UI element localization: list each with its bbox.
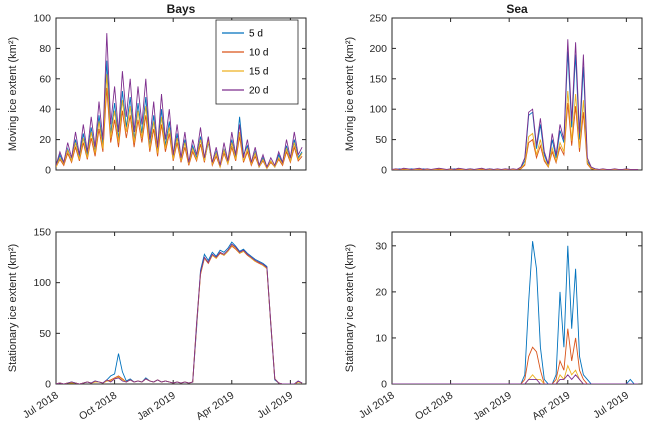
x-tick-label: Apr 2019 — [194, 389, 236, 422]
subplot-bays-stationary: 0 50 100 150 Jul 2018 Oct 2018 Jan 2019 Apr 201… — [21, 227, 307, 423]
plot-box — [55, 231, 307, 385]
legend-label: 20 d — [249, 86, 268, 97]
series-20d — [392, 39, 639, 170]
x-tick-label: Jul 2018 — [21, 389, 61, 421]
title-bays: Bays — [166, 2, 196, 16]
x-tick-label: Jul 2018 — [357, 389, 397, 421]
y-tick-label: 10 — [375, 332, 387, 344]
y-tick-label: 0 — [45, 379, 51, 391]
legend-label: 10 d — [249, 48, 268, 59]
series-20d — [56, 243, 303, 384]
series-15d — [56, 74, 303, 170]
y-tick-label: 150 — [369, 73, 387, 85]
y-tick-label: 20 — [375, 286, 387, 298]
y-tick-label: 80 — [39, 43, 51, 55]
title-sea: Sea — [506, 2, 528, 16]
series-20d — [56, 33, 303, 169]
x-tick-label: Jan 2019 — [135, 389, 178, 423]
y-tick-label: 250 — [369, 13, 387, 25]
x-tick-label: Jul 2019 — [255, 389, 295, 421]
x-tick-label: Jul 2019 — [591, 389, 631, 421]
series-group — [56, 33, 303, 170]
legend-label: 15 d — [249, 67, 268, 78]
subplot-sea-stationary: 0 10 20 30 Jul 2018 Oct 2018 Jan 2019 Apr 2019 J… — [357, 231, 643, 423]
x-tick-label: Oct 2018 — [413, 389, 455, 422]
subplot-bays-moving: 0 20 40 60 80 100 5 d 10 d 15 d 20 d — [33, 13, 307, 177]
y-tick-label: 200 — [369, 43, 387, 55]
y-tick-label: 50 — [375, 134, 387, 146]
series-group — [392, 39, 639, 170]
x-tick-label: Oct 2018 — [77, 389, 119, 422]
legend-label: 5 d — [249, 29, 263, 40]
y-tick-label: 100 — [33, 277, 51, 289]
x-tick-label: Jan 2019 — [471, 389, 514, 423]
plot-box — [391, 17, 643, 171]
x-tick-label: Apr 2019 — [530, 389, 572, 422]
y-tick-label: 60 — [39, 73, 51, 85]
y-tick-label: 0 — [45, 165, 51, 177]
y-tick-label: 100 — [369, 104, 387, 116]
y-tick-label: 150 — [33, 227, 51, 239]
y-tick-label: 20 — [39, 134, 51, 146]
y-tick-label: 30 — [375, 240, 387, 252]
y-tick-label: 0 — [381, 379, 387, 391]
y-tick-label: 40 — [39, 104, 51, 116]
y-tick-label: 100 — [33, 13, 51, 25]
plot-box — [391, 231, 643, 385]
y-tick-label: 0 — [381, 165, 387, 177]
series-group — [56, 241, 303, 384]
subplot-sea-moving: 0 50 100 150 200 250 — [369, 13, 643, 177]
y-tick-label: 50 — [39, 328, 51, 340]
